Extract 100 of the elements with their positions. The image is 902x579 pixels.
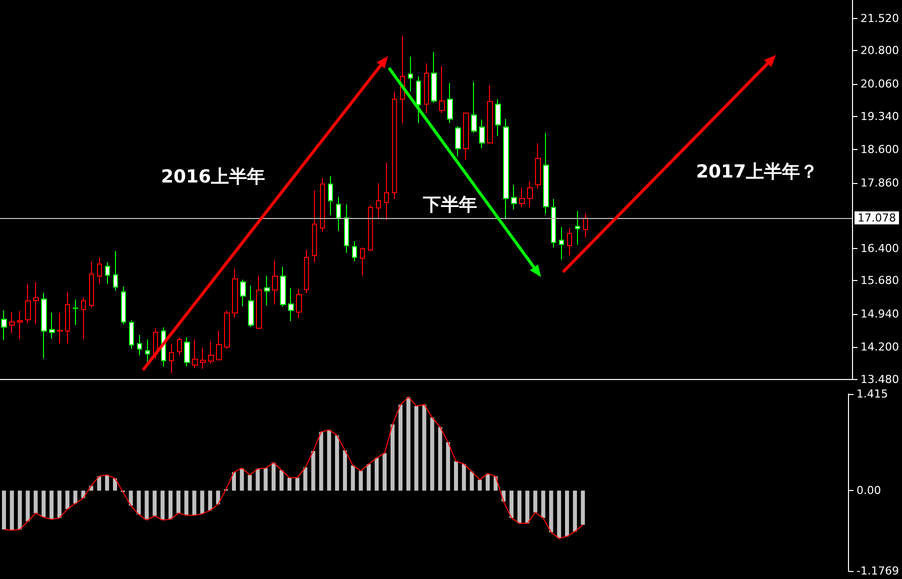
- bar: [216, 490, 220, 504]
- bar: [350, 465, 355, 491]
- bar: [335, 435, 340, 491]
- candlestick: [320, 178, 325, 232]
- bar: [272, 462, 276, 491]
- candlestick: [97, 257, 102, 284]
- bar: [549, 490, 554, 532]
- candlestick: [583, 212, 588, 238]
- candlestick: [535, 142, 541, 190]
- bar: [34, 490, 38, 514]
- bar: [303, 467, 308, 491]
- candlestick: [352, 240, 357, 262]
- bar: [287, 478, 292, 491]
- bar: [311, 451, 316, 491]
- bar: [572, 490, 577, 532]
- candlestick: [49, 312, 55, 340]
- y-tick-label: 18.600: [860, 143, 900, 156]
- candlestick: [376, 182, 381, 219]
- bar: [57, 490, 62, 518]
- bar: [97, 476, 102, 491]
- bar: [414, 406, 418, 491]
- candlestick: [408, 56, 413, 92]
- candlestick: [25, 283, 31, 324]
- y-tick-label: 14.200: [860, 340, 900, 354]
- bar: [565, 490, 570, 536]
- candlestick: [304, 249, 309, 294]
- candlestick: [336, 196, 341, 232]
- candlestick: [575, 210, 580, 246]
- bar: [446, 442, 450, 491]
- candlestick: [416, 76, 421, 124]
- bar: [280, 470, 284, 491]
- bar: [533, 490, 538, 512]
- bar: [200, 490, 204, 514]
- bar: [470, 472, 474, 491]
- bar: [454, 461, 458, 491]
- candlestick: [57, 312, 63, 344]
- candlestick: [360, 246, 365, 276]
- bar: [232, 472, 236, 491]
- candlestick: [208, 340, 214, 364]
- bar: [208, 490, 212, 510]
- candlestick: [224, 310, 230, 350]
- y-tick-label: 0.00: [856, 484, 882, 498]
- candlestick: [129, 320, 134, 350]
- candlestick: [567, 228, 572, 256]
- bar: [319, 432, 324, 491]
- candlestick: [503, 118, 509, 219]
- candlestick: [559, 226, 564, 260]
- candlestick: [543, 132, 549, 215]
- candlestick: [424, 62, 429, 114]
- y-tick-label: 16.400: [860, 242, 900, 255]
- bar: [136, 490, 141, 515]
- candlestick: [240, 279, 246, 307]
- candlestick: [487, 84, 493, 144]
- candlestick: [455, 126, 461, 158]
- bar: [160, 490, 165, 520]
- annotation: 2016上半年: [160, 166, 266, 188]
- candlestick: [121, 286, 126, 325]
- bar: [10, 490, 14, 530]
- candlestick: [288, 287, 294, 322]
- candlestick: [137, 334, 142, 356]
- bar: [18, 490, 22, 530]
- candlestick: [328, 176, 333, 216]
- candlestick: [200, 347, 206, 370]
- candlestick: [495, 98, 501, 137]
- bar: [184, 490, 188, 516]
- bar: [73, 490, 78, 504]
- candlestick: [392, 91, 397, 200]
- bar: [438, 427, 442, 491]
- candlestick: [89, 261, 94, 308]
- candlestick: [463, 112, 469, 160]
- y-tick-label: 17.860: [860, 176, 900, 190]
- bar: [541, 490, 546, 518]
- bar: [486, 474, 490, 491]
- candlestick: [551, 198, 556, 248]
- bar: [406, 397, 410, 491]
- y-tick-label: 15.680: [860, 274, 900, 288]
- candlestick: [17, 310, 23, 340]
- candlestick: [519, 187, 525, 208]
- bar: [327, 430, 332, 491]
- bar: [358, 470, 363, 491]
- y-tick-label: 19.340: [860, 110, 900, 123]
- bar: [240, 468, 244, 491]
- bar: [42, 490, 46, 518]
- annotation: 下半年: [422, 194, 477, 216]
- candlestick: [368, 204, 373, 252]
- bar: [510, 490, 514, 518]
- y-tick-label: 20.800: [860, 44, 900, 58]
- candlestick: [479, 118, 485, 149]
- candlestick: [384, 162, 389, 222]
- y-tick-label: 20.060: [860, 77, 900, 90]
- candlestick: [81, 297, 86, 340]
- bar: [478, 480, 482, 491]
- bar: [248, 474, 252, 491]
- candlestick: [169, 343, 174, 374]
- bar: [176, 490, 180, 514]
- line-series: [3, 396, 584, 539]
- bar: [374, 458, 379, 491]
- candlestick: [431, 52, 437, 104]
- bar: [256, 468, 260, 491]
- candlestick: [105, 262, 110, 284]
